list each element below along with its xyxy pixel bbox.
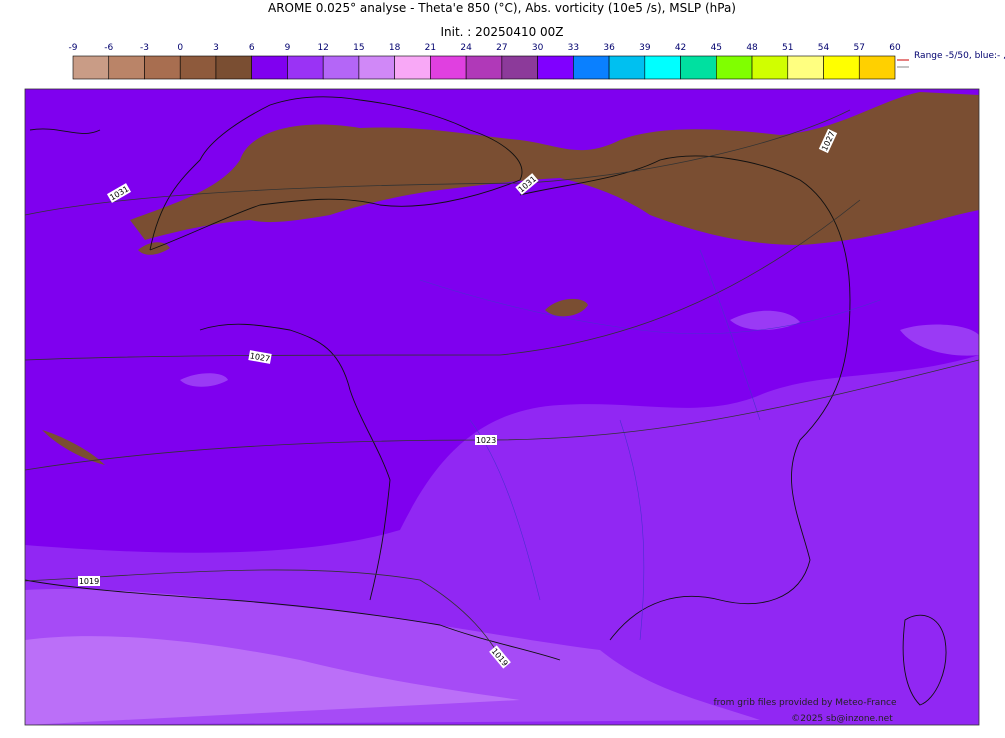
isobar-label-box: [248, 350, 272, 364]
colorbar-box: [823, 55, 860, 80]
colorbar-tick-label: 15: [353, 43, 364, 53]
colorbar-tick-label: 48: [746, 43, 758, 53]
colorbar-tick-label: 27: [496, 43, 507, 53]
isobar-label-box: [489, 645, 511, 669]
coastlines: [25, 96, 947, 706]
region-far-south: [25, 636, 520, 725]
isobar-label-box: [78, 576, 100, 586]
colorbar-tick-label: 42: [675, 43, 686, 53]
isobar-label: 1027: [248, 350, 272, 364]
colorbar-tick-label: 21: [425, 43, 436, 53]
colorbar-tick-label: 54: [818, 43, 830, 53]
colorbar-tick-label: 45: [711, 43, 722, 53]
init-time: Init. : 20250410 00Z: [440, 25, 563, 39]
colorbar-box: [573, 55, 610, 80]
colorbar-box: [215, 55, 252, 80]
colorbar-box: [608, 55, 646, 80]
colorbar-tick-label: 51: [782, 43, 793, 53]
colorbar-tick-label: 6: [249, 43, 255, 53]
colorbar-tick-label: 9: [285, 43, 291, 53]
colorbar-tick-label: -3: [140, 43, 149, 53]
colorbar-box: [179, 55, 217, 80]
colorbar-box: [858, 55, 896, 80]
colorbar-box: [251, 55, 288, 80]
range-note: Range -5/50, blue:- , r: [914, 51, 1005, 61]
colorbar-tick-label: 39: [639, 43, 651, 53]
colorbar: -9 -6 -3 0 3 6 9 12 15 18 21 24 27 30 33 36 39 42 45 48 51 54…: [69, 43, 901, 80]
map-frame: [24, 88, 980, 726]
colorbar-box: [644, 55, 681, 80]
colorbar-box: [108, 55, 145, 80]
isobar-label-text: 1023: [476, 436, 496, 445]
colorbar-box: [716, 55, 753, 80]
colorbar-box: [394, 55, 431, 80]
source-credit: from grib files provided by Meteo-France: [713, 698, 896, 708]
colorbar-tick-label: 3: [213, 43, 219, 53]
colorbar-box: [787, 55, 824, 80]
colorbar-box: [680, 55, 717, 80]
colorbar-tick-label: 24: [460, 43, 472, 53]
colorbar-tick-label: 60: [889, 43, 901, 53]
colorbar-tick-label: 30: [532, 43, 544, 53]
isobar-label-text: 1027: [249, 351, 271, 363]
colorbar-box: [72, 55, 110, 80]
colorbar-tick-label: -9: [69, 43, 78, 53]
isobar-label-box: [818, 128, 838, 154]
cold-band: [130, 92, 979, 245]
isobar-label: 1023: [475, 435, 497, 445]
colorbar-box: [465, 55, 503, 80]
isobar-label: 1019: [78, 576, 100, 586]
isobar-label-box: [475, 435, 497, 445]
colorbar-box: [430, 55, 467, 80]
colorbar-box: [751, 55, 789, 80]
colorbar-box: [501, 55, 538, 80]
title: AROME 0.025° analyse - Theta'e 850 (°C),…: [268, 1, 736, 15]
colorbar-tick-label: -6: [104, 43, 113, 53]
copyright: ©2025 sb@inzone.net: [791, 714, 893, 724]
colorbar-tick-label: 36: [603, 43, 615, 53]
colorbar-box: [287, 55, 324, 80]
isobar-label-box: [515, 173, 539, 195]
colorbar-tick-label: 0: [177, 43, 183, 53]
colorbar-tick-label: 33: [568, 43, 579, 53]
isobar-label-box: [106, 183, 132, 203]
colorbar-box: [144, 55, 181, 80]
colorbar-tick-label: 18: [389, 43, 401, 53]
colorbar-tick-label: 12: [317, 43, 328, 53]
isobar-label-text: 1019: [79, 577, 99, 586]
colorbar-box: [322, 55, 360, 80]
colorbar-tick-label: 57: [854, 43, 865, 53]
colorbar-box: [537, 55, 574, 80]
colorbar-box: [358, 55, 395, 80]
